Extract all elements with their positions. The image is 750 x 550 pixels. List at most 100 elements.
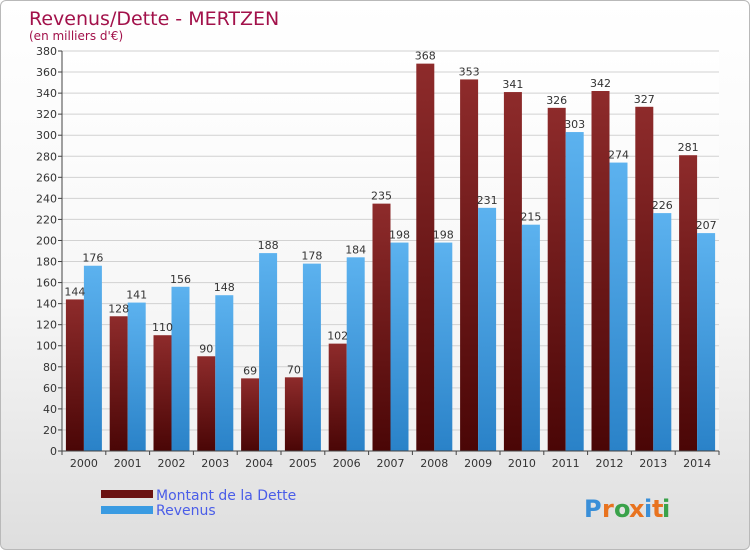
bar-dette <box>153 335 172 451</box>
x-tick-label: 2012 <box>596 457 624 470</box>
y-tick-label: 120 <box>36 319 57 332</box>
value-label: 341 <box>502 78 523 91</box>
y-tick-label: 280 <box>36 150 57 163</box>
y-tick-label: 300 <box>36 129 57 142</box>
value-label: 327 <box>634 93 655 106</box>
bar-dette <box>460 79 479 451</box>
bar-revenus <box>390 242 409 451</box>
bar-revenus <box>171 286 190 451</box>
legend-label-debt: Montant de la Dette <box>156 488 296 504</box>
y-tick-label: 200 <box>36 234 57 247</box>
bar-dette <box>241 378 260 451</box>
bar-dette <box>328 343 347 451</box>
bar-revenus <box>434 242 453 451</box>
value-label: 226 <box>652 199 673 212</box>
bar-dette <box>547 107 566 451</box>
x-tick-label: 2007 <box>377 457 405 470</box>
x-tick-label: 2005 <box>289 457 317 470</box>
x-tick-label: 2011 <box>552 457 580 470</box>
bar-dette <box>503 92 522 451</box>
value-label: 102 <box>327 330 348 343</box>
bar-dette <box>109 316 128 451</box>
x-tick-label: 2004 <box>245 457 273 470</box>
bar-dette <box>635 106 654 451</box>
bar-revenus <box>302 263 321 451</box>
x-tick-label: 2014 <box>683 457 711 470</box>
y-tick-label: 60 <box>43 382 57 395</box>
x-tick-label: 2013 <box>639 457 667 470</box>
bar-revenus <box>215 295 234 451</box>
y-tick-label: 320 <box>36 108 57 121</box>
bar-dette <box>416 63 435 451</box>
value-label: 231 <box>477 194 498 207</box>
legend: Montant de la Dette Revenus <box>101 488 296 519</box>
value-label: 235 <box>371 190 392 203</box>
value-label: 274 <box>608 149 629 162</box>
y-tick-label: 0 <box>50 445 57 458</box>
bar-dette <box>197 356 216 451</box>
value-label: 176 <box>82 252 103 265</box>
bar-revenus <box>346 257 365 451</box>
value-label: 207 <box>696 219 717 232</box>
y-tick-label: 260 <box>36 171 57 184</box>
value-label: 353 <box>459 65 480 78</box>
value-label: 144 <box>64 285 85 298</box>
x-tick-label: 2010 <box>508 457 536 470</box>
x-tick-label: 2000 <box>70 457 98 470</box>
bar-dette <box>284 377 303 451</box>
value-label: 342 <box>590 77 611 90</box>
value-label: 303 <box>564 118 585 131</box>
value-label: 70 <box>287 363 301 376</box>
value-label: 281 <box>678 141 699 154</box>
y-tick-label: 40 <box>43 403 57 416</box>
logo-letter: i <box>662 495 670 523</box>
logo-letter: i <box>644 495 652 523</box>
y-tick-label: 20 <box>43 424 57 437</box>
value-label: 215 <box>520 211 541 224</box>
y-tick-label: 360 <box>36 66 57 79</box>
value-label: 198 <box>389 229 410 242</box>
bar-dette <box>372 203 391 451</box>
x-tick-label: 2006 <box>333 457 361 470</box>
value-label: 148 <box>214 281 235 294</box>
x-tick-label: 2003 <box>201 457 229 470</box>
y-tick-label: 340 <box>36 87 57 100</box>
value-label: 188 <box>258 239 279 252</box>
legend-swatch-debt <box>101 490 153 498</box>
bar-revenus <box>259 253 278 451</box>
bar-revenus <box>565 132 584 452</box>
y-tick-label: 140 <box>36 298 57 311</box>
value-label: 368 <box>415 50 436 63</box>
x-tick-label: 2009 <box>464 457 492 470</box>
logo-letter: P <box>584 495 602 523</box>
chart-title: Revenus/Dette - MERTZEN <box>29 8 279 30</box>
x-axis-ticks: 2000 2001 2002 2003 2004 2005 2006 2007 2008 2009… <box>61 451 720 470</box>
x-tick-label: 2002 <box>158 457 186 470</box>
bar-revenus <box>609 162 628 451</box>
bar-revenus <box>127 302 146 451</box>
bar-revenus <box>521 224 540 451</box>
bar-dette <box>679 155 698 452</box>
value-label: 178 <box>301 250 322 263</box>
y-tick-label: 100 <box>36 340 57 353</box>
x-tick-label: 2001 <box>114 457 142 470</box>
value-label: 326 <box>546 94 567 107</box>
y-tick-label: 160 <box>36 277 57 290</box>
value-label: 141 <box>126 289 147 302</box>
bar-revenus <box>83 265 102 451</box>
y-axis-ticks: 0 20 40 60 80 100 120 140 160 180 200 220 240 260 280 3… <box>36 45 62 458</box>
bar-revenus <box>478 207 497 451</box>
y-tick-label: 80 <box>43 361 57 374</box>
value-label: 198 <box>433 229 454 242</box>
value-label: 128 <box>108 302 129 315</box>
bar-dette <box>65 299 84 451</box>
value-label: 156 <box>170 273 191 286</box>
value-label: 184 <box>345 243 366 256</box>
value-label: 90 <box>199 342 213 355</box>
bars <box>65 63 716 452</box>
bar-revenus <box>653 213 672 451</box>
